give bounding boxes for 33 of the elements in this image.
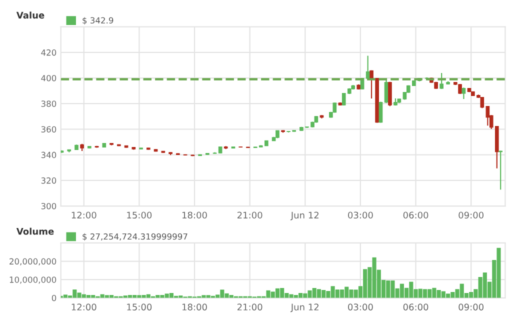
x-tick-label: 15:00 [127, 304, 152, 310]
y-tick-label: 300 [41, 202, 56, 210]
y-tick-label: 360 [41, 126, 56, 132]
x-tick-label: 06:00 [403, 212, 428, 219]
legend-label: $ 27,254,724.319999997 [82, 233, 188, 241]
bar [422, 289, 428, 298]
x-tick-label: 21:00 [237, 212, 262, 219]
y-tick-label: 380 [41, 100, 56, 107]
legend-label: $ 342.9 [82, 17, 114, 25]
x-tick-label: 06:00 [403, 304, 428, 310]
x-tick-label: Jun 12 [290, 304, 318, 312]
y-tick-label: 420 [41, 49, 56, 56]
y-tick-label: 10,000,000 [10, 276, 56, 284]
bar [275, 288, 280, 298]
x-tick-label: 15:00 [127, 212, 152, 219]
x-tick-label: 12:00 [72, 212, 96, 219]
y-tick-label: 320 [41, 177, 56, 184]
y-tick-label: 0 [52, 294, 56, 302]
x-tick-label: 09:00 [458, 304, 484, 310]
chart-title: Value [16, 12, 44, 19]
bar [340, 289, 344, 298]
x-tick-label: 18:00 [182, 212, 207, 219]
x-tick-label: 18:00 [182, 304, 207, 310]
x-tick-label: 03:00 [348, 212, 373, 219]
y-tick-label: 340 [41, 152, 56, 158]
x-tick-label: 09:00 [458, 212, 484, 219]
y-tick-label: 20,000,000 [10, 258, 56, 266]
y-tick-label: 400 [41, 74, 56, 82]
x-tick-label: Jun 12 [290, 212, 318, 220]
x-tick-label: 12:00 [72, 304, 96, 310]
x-tick-label: 03:00 [348, 304, 373, 310]
x-tick-label: 21:00 [237, 304, 262, 310]
chart-title: Volume [16, 228, 54, 235]
